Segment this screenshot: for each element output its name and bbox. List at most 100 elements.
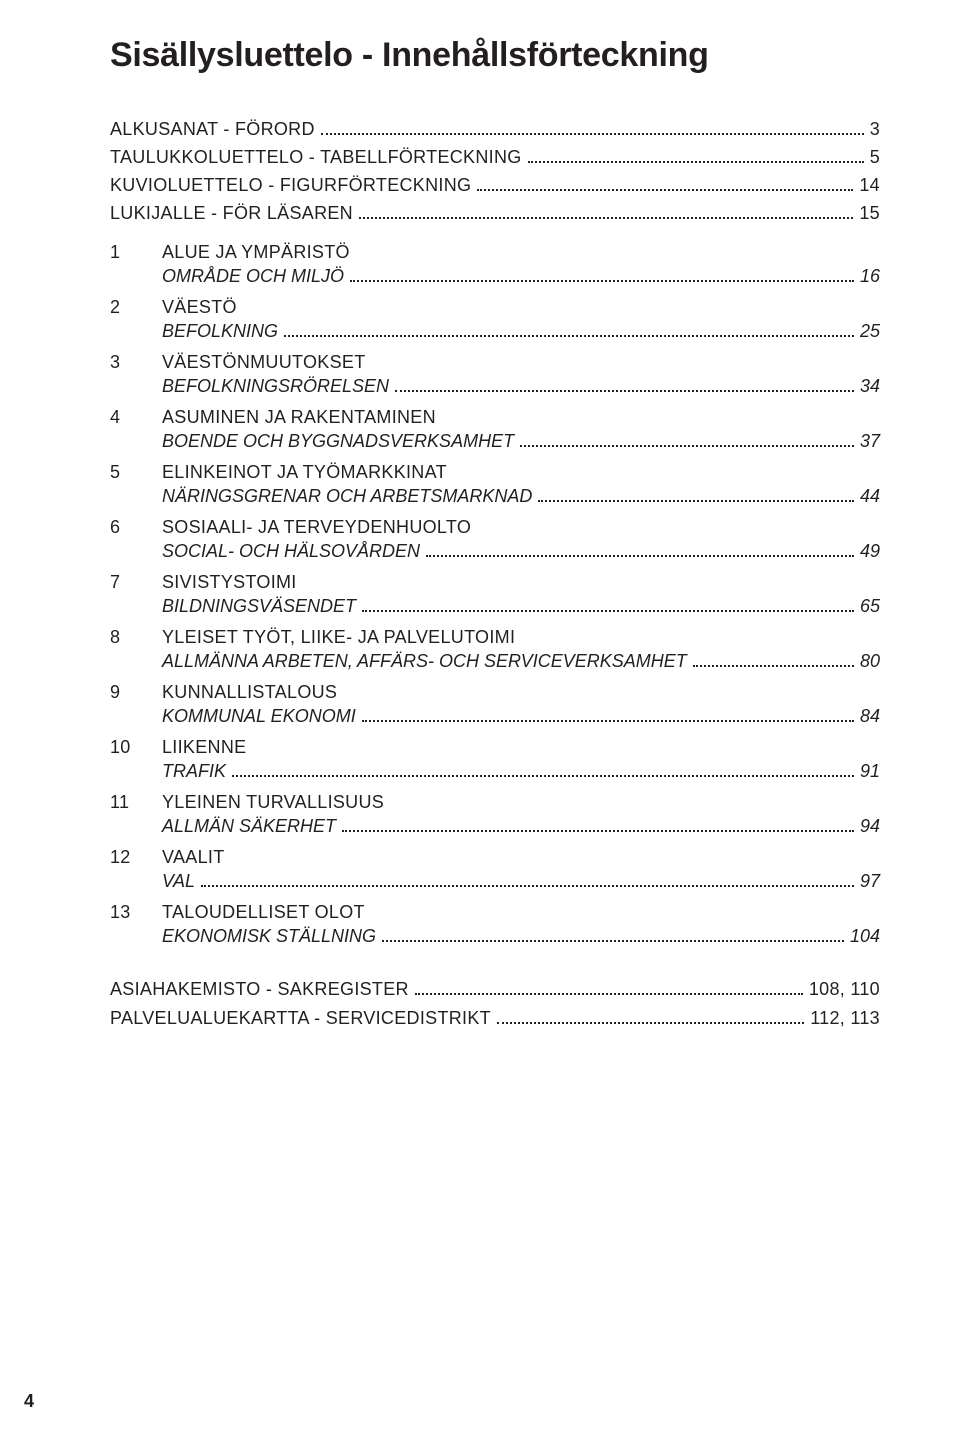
chapter-number: 10	[110, 737, 162, 758]
toc-front-row: TAULUKKOLUETTELO - TABELLFÖRTECKNING 5	[110, 147, 880, 168]
dot-leader	[693, 665, 854, 667]
chapter-title-fi: KUNNALLISTALOUS	[162, 682, 337, 703]
chapter-title-sv: ALLMÄN SÄKERHET	[162, 816, 336, 837]
toc-page: 94	[860, 816, 880, 837]
chapter-number: 2	[110, 297, 162, 318]
page: Sisällysluettelo - Innehållsförteckning …	[0, 0, 960, 1436]
chapter-number: 7	[110, 572, 162, 593]
toc-label: KUVIOLUETTELO - FIGURFÖRTECKNING	[110, 175, 471, 196]
dot-leader	[497, 1022, 804, 1024]
toc-back-row: PALVELUALUEKARTTA - SERVICEDISTRIKT 112,…	[110, 1008, 880, 1029]
toc-chapter: 6 SOSIAALI- JA TERVEYDENHUOLTO SOCIAL- O…	[110, 517, 880, 562]
dot-leader	[538, 500, 854, 502]
dot-leader	[362, 610, 854, 612]
dot-leader	[382, 940, 844, 942]
dot-leader	[201, 885, 854, 887]
toc-label: LUKIJALLE - FÖR LÄSAREN	[110, 203, 353, 224]
chapter-number: 9	[110, 682, 162, 703]
toc-label: ALKUSANAT - FÖRORD	[110, 119, 315, 140]
chapter-list: 1 ALUE JA YMPÄRISTÖ OMRÅDE OCH MILJÖ 16 …	[110, 242, 880, 947]
toc-label: PALVELUALUEKARTTA - SERVICEDISTRIKT	[110, 1008, 491, 1029]
chapter-title-fi: SIVISTYSTOIMI	[162, 572, 297, 593]
chapter-number: 4	[110, 407, 162, 428]
toc-page: 84	[860, 706, 880, 727]
chapter-number: 11	[110, 792, 162, 813]
page-number: 4	[24, 1391, 34, 1412]
toc-chapter: 3 VÄESTÖNMUUTOKSET BEFOLKNINGSRÖRELSEN 3…	[110, 352, 880, 397]
chapter-title-sv: SOCIAL- OCH HÄLSOVÅRDEN	[162, 541, 420, 562]
chapter-title-sv: BOENDE OCH BYGGNADSVERKSAMHET	[162, 431, 514, 452]
dot-leader	[342, 830, 854, 832]
toc-page: 65	[860, 596, 880, 617]
dot-leader	[232, 775, 854, 777]
chapter-number: 12	[110, 847, 162, 868]
dot-leader	[426, 555, 854, 557]
toc-chapter: 9 KUNNALLISTALOUS KOMMUNAL EKONOMI 84	[110, 682, 880, 727]
toc-page: 97	[860, 871, 880, 892]
dot-leader	[284, 335, 854, 337]
toc-chapter: 10 LIIKENNE TRAFIK 91	[110, 737, 880, 782]
dot-leader	[395, 390, 854, 392]
toc-page: 5	[870, 147, 880, 168]
chapter-number: 5	[110, 462, 162, 483]
chapter-title-fi: LIIKENNE	[162, 737, 246, 758]
toc-page: 25	[860, 321, 880, 342]
chapter-number: 3	[110, 352, 162, 373]
chapter-title-sv: NÄRINGSGRENAR OCH ARBETSMARKNAD	[162, 486, 532, 507]
toc-chapter: 11 YLEINEN TURVALLISUUS ALLMÄN SÄKERHET …	[110, 792, 880, 837]
toc-page: 37	[860, 431, 880, 452]
chapter-number: 8	[110, 627, 162, 648]
chapter-title-fi: VÄESTÖNMUUTOKSET	[162, 352, 366, 373]
chapter-number: 13	[110, 902, 162, 923]
chapter-title-fi: VÄESTÖ	[162, 297, 237, 318]
toc-chapter: 1 ALUE JA YMPÄRISTÖ OMRÅDE OCH MILJÖ 16	[110, 242, 880, 287]
toc-page: 91	[860, 761, 880, 782]
chapter-title-fi: TALOUDELLISET OLOT	[162, 902, 365, 923]
dot-leader	[520, 445, 854, 447]
chapter-title-sv: VAL	[162, 871, 195, 892]
chapter-title-sv: EKONOMISK STÄLLNING	[162, 926, 376, 947]
chapter-number: 6	[110, 517, 162, 538]
chapter-title-fi: YLEINEN TURVALLISUUS	[162, 792, 384, 813]
page-title: Sisällysluettelo - Innehållsförteckning	[110, 36, 880, 75]
chapter-title-sv: TRAFIK	[162, 761, 226, 782]
toc-front-row: ALKUSANAT - FÖRORD 3	[110, 119, 880, 140]
chapter-title-fi: ELINKEINOT JA TYÖMARKKINAT	[162, 462, 447, 483]
toc-chapter: 4 ASUMINEN JA RAKENTAMINEN BOENDE OCH BY…	[110, 407, 880, 452]
chapter-title-fi: VAALIT	[162, 847, 225, 868]
toc-page: 34	[860, 376, 880, 397]
dot-leader	[350, 280, 854, 282]
dot-leader	[528, 161, 864, 163]
backmatter-list: ASIAHAKEMISTO - SAKREGISTER 108, 110 PAL…	[110, 979, 880, 1029]
toc-chapter: 8 YLEISET TYÖT, LIIKE- JA PALVELUTOIMI A…	[110, 627, 880, 672]
chapter-title-sv: BEFOLKNING	[162, 321, 278, 342]
dot-leader	[359, 217, 853, 219]
toc-chapter: 7 SIVISTYSTOIMI BILDNINGSVÄSENDET 65	[110, 572, 880, 617]
toc-page: 44	[860, 486, 880, 507]
dot-leader	[477, 189, 853, 191]
toc-page: 49	[860, 541, 880, 562]
toc-label: TAULUKKOLUETTELO - TABELLFÖRTECKNING	[110, 147, 522, 168]
toc-page: 3	[870, 119, 880, 140]
toc-page: 108, 110	[809, 979, 880, 1000]
toc-back-row: ASIAHAKEMISTO - SAKREGISTER 108, 110	[110, 979, 880, 1000]
toc-chapter: 13 TALOUDELLISET OLOT EKONOMISK STÄLLNIN…	[110, 902, 880, 947]
chapter-title-sv: BEFOLKNINGSRÖRELSEN	[162, 376, 389, 397]
chapter-number: 1	[110, 242, 162, 263]
toc-label: ASIAHAKEMISTO - SAKREGISTER	[110, 979, 409, 1000]
chapter-title-sv: OMRÅDE OCH MILJÖ	[162, 266, 344, 287]
chapter-title-sv: KOMMUNAL EKONOMI	[162, 706, 356, 727]
chapter-title-sv: ALLMÄNNA ARBETEN, AFFÄRS- OCH SERVICEVER…	[162, 651, 687, 672]
toc-chapter: 2 VÄESTÖ BEFOLKNING 25	[110, 297, 880, 342]
toc-front-row: LUKIJALLE - FÖR LÄSAREN 15	[110, 203, 880, 224]
chapter-title-fi: SOSIAALI- JA TERVEYDENHUOLTO	[162, 517, 471, 538]
toc-chapter: 12 VAALIT VAL 97	[110, 847, 880, 892]
toc-front-row: KUVIOLUETTELO - FIGURFÖRTECKNING 14	[110, 175, 880, 196]
dot-leader	[362, 720, 854, 722]
toc-page: 14	[859, 175, 880, 196]
toc-page: 104	[850, 926, 880, 947]
chapter-title-fi: ALUE JA YMPÄRISTÖ	[162, 242, 350, 263]
toc-chapter: 5 ELINKEINOT JA TYÖMARKKINAT NÄRINGSGREN…	[110, 462, 880, 507]
toc-page: 112, 113	[810, 1008, 880, 1029]
chapter-title-sv: BILDNINGSVÄSENDET	[162, 596, 356, 617]
